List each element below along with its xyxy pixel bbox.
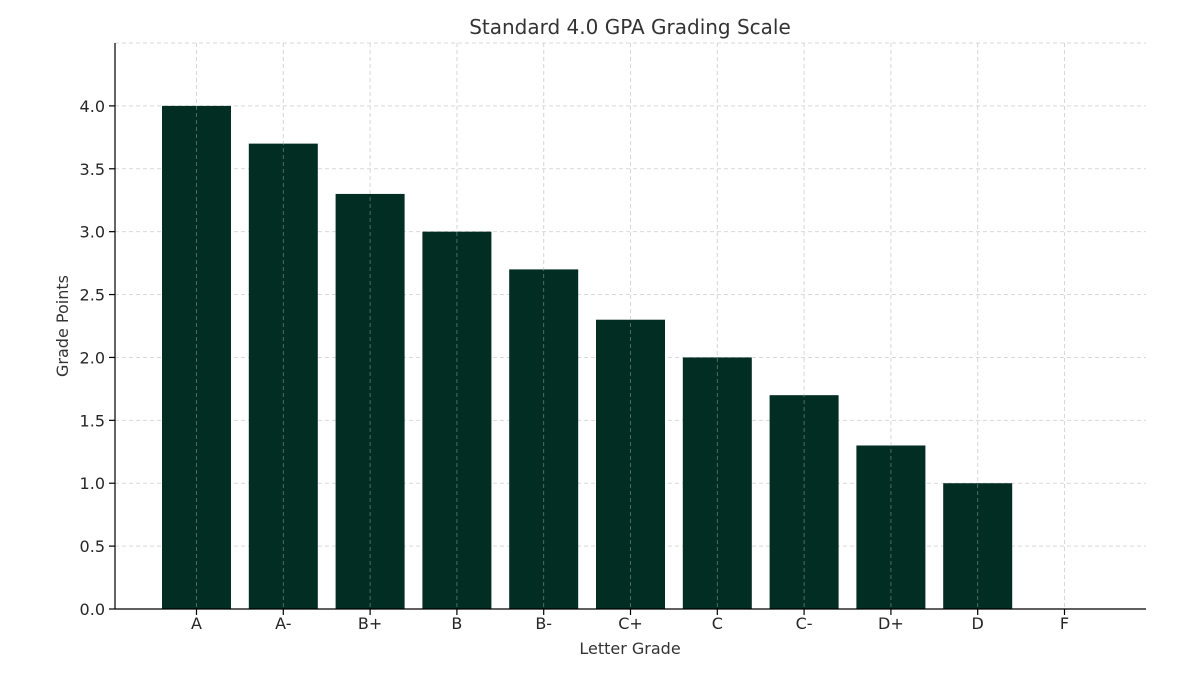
bar-B-	[509, 269, 579, 609]
bar-A	[162, 105, 231, 609]
y-tick-label: 3.5	[80, 160, 105, 179]
bar-A-	[248, 143, 318, 609]
x-tick-label: D+	[878, 614, 904, 633]
y-tick-label: 4.0	[80, 97, 105, 116]
axes-layer: 0.0 0.5 1.0 1.5 2.0 2.5 3.0 3.5 4.0 A A- B+ B B- C+ C C-…	[80, 43, 1146, 633]
bar-C+	[596, 319, 665, 609]
y-tick-label: 1.0	[80, 474, 105, 493]
x-tick-label: B+	[358, 614, 382, 633]
bar-B+	[335, 193, 405, 609]
x-tick-label: C	[712, 614, 723, 633]
x-tick-label: B-	[535, 614, 552, 633]
x-tick-label: F	[1060, 614, 1069, 633]
y-tick-label: 2.0	[80, 348, 105, 367]
x-tick-label: D	[972, 614, 984, 633]
x-tick-label: A	[191, 614, 202, 633]
bar-D+	[856, 445, 926, 609]
x-axis-label: Letter Grade	[579, 639, 680, 658]
x-tick-label: A-	[275, 614, 291, 633]
y-tick-label: 0.0	[80, 600, 105, 619]
x-tick-label: B	[451, 614, 462, 633]
x-tick-label: C+	[618, 614, 643, 633]
y-tick-label: 1.5	[80, 411, 105, 430]
x-tick-label: C-	[796, 614, 813, 633]
bars-layer	[162, 43, 1065, 609]
bar-D	[943, 483, 1013, 609]
y-tick-label: 0.5	[80, 537, 105, 556]
chart-title: Standard 4.0 GPA Grading Scale	[469, 15, 791, 39]
bar-B	[422, 231, 492, 609]
bar-C	[682, 357, 752, 609]
y-axis-label: Grade Points	[53, 275, 72, 377]
y-tick-label: 3.0	[80, 223, 105, 242]
bar-C-	[769, 395, 839, 609]
y-tick-label: 2.5	[80, 286, 105, 305]
